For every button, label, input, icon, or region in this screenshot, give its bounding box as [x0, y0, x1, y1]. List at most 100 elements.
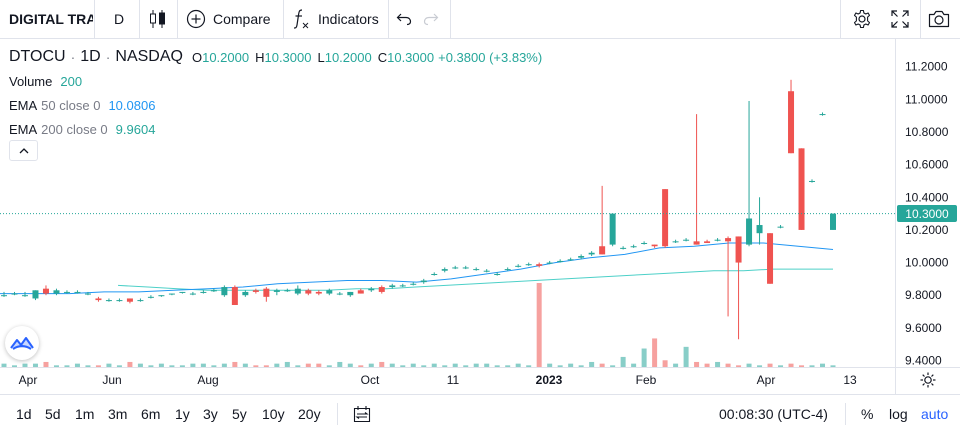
volume-bar	[389, 363, 395, 367]
volume-bar	[74, 363, 80, 367]
volume-bar	[778, 365, 784, 367]
undo-button[interactable]	[396, 0, 412, 38]
candle-body	[179, 291, 186, 293]
fullscreen-button[interactable]	[891, 0, 909, 38]
range-3m-button[interactable]: 3m	[108, 406, 128, 422]
interval-button[interactable]: D	[114, 11, 125, 27]
candle-body	[630, 246, 637, 248]
price-chart[interactable]: 11.2000 11.0000 10.8000 10.6000 10.4000 10.20…	[0, 39, 960, 394]
range-1d-button[interactable]: 1d	[16, 406, 32, 422]
compare-label: Compare	[213, 11, 271, 27]
volume-bar	[547, 363, 553, 367]
volume-bar	[505, 365, 511, 367]
range-20y-button[interactable]: 20y	[298, 406, 321, 422]
range-1m-button[interactable]: 1m	[75, 406, 95, 422]
volume-bar	[652, 338, 658, 367]
candle-body	[557, 260, 564, 262]
volume-bar	[746, 363, 752, 367]
settings-button[interactable]	[852, 0, 872, 38]
volume-value: 200	[60, 73, 83, 89]
candle-body	[315, 291, 322, 294]
volume-bar	[526, 365, 532, 367]
range-5y-button[interactable]: 5y	[232, 406, 247, 422]
volume-bar	[232, 361, 238, 367]
tradingview-logo[interactable]	[5, 326, 39, 360]
volume-legend[interactable]: Volume 200	[9, 69, 542, 93]
candle-body	[116, 300, 123, 302]
range-3y-button[interactable]: 3y	[203, 406, 218, 422]
range-1y-button[interactable]: 1y	[175, 406, 190, 422]
volume-bar	[683, 346, 689, 367]
volume-bar	[190, 363, 196, 367]
volume-bar	[442, 365, 448, 367]
volume-bar	[568, 363, 574, 367]
candle-body	[200, 291, 207, 293]
candle-body	[53, 290, 60, 294]
volume-bar	[53, 365, 59, 367]
indicators-button[interactable]: Indicators	[293, 0, 379, 38]
time-axis-tick-label: Feb	[636, 373, 657, 387]
ema50-line	[0, 242, 834, 295]
log-scale-toggle[interactable]: log	[889, 406, 908, 422]
volume-bar	[85, 365, 91, 367]
volume-bar	[200, 363, 206, 367]
volume-bar	[253, 365, 259, 367]
volume-bar	[32, 363, 38, 367]
candle-body	[63, 291, 70, 293]
volume-bar	[368, 363, 374, 367]
volume-bar	[610, 365, 616, 367]
time-axis-settings-button[interactable]	[920, 372, 936, 393]
candle-body	[798, 148, 805, 230]
range-6m-button[interactable]: 6m	[141, 406, 161, 422]
candle-body	[504, 269, 511, 271]
candle-body	[756, 225, 763, 234]
snapshot-button[interactable]	[928, 0, 950, 38]
price-axis-border	[895, 39, 896, 394]
candle-body	[809, 180, 816, 182]
volume-bar	[64, 365, 70, 367]
legend-collapse-button[interactable]	[9, 140, 38, 161]
volume-bar	[179, 365, 185, 367]
volume-bar	[515, 363, 521, 367]
toolbar-divider	[139, 0, 140, 38]
timezone-clock[interactable]: 00:08:30 (UTC-4)	[719, 406, 828, 422]
volume-bar	[557, 365, 563, 367]
compare-button[interactable]: Compare	[186, 0, 271, 38]
volume-bar	[463, 365, 469, 367]
candle-body	[126, 298, 133, 302]
candle-body	[210, 290, 217, 292]
volume-bar	[799, 365, 805, 367]
percent-scale-toggle[interactable]: %	[861, 406, 874, 422]
candle-body	[389, 285, 396, 288]
candle-body	[11, 293, 18, 295]
candle-body	[74, 291, 81, 293]
go-to-date-button[interactable]	[353, 405, 371, 428]
time-axis-tick-label: Apr	[19, 373, 38, 387]
ema200-legend[interactable]: EMA 200 close 0 9.9604	[9, 117, 542, 141]
candle-body	[399, 285, 406, 287]
candle-body	[1, 295, 7, 297]
price-axis-tick-label: 9.8000	[905, 288, 942, 302]
time-axis-tick-label: Jun	[102, 373, 121, 387]
volume-bar	[589, 361, 595, 367]
volume-bar	[221, 363, 227, 367]
range-10y-button[interactable]: 10y	[262, 406, 285, 422]
auto-scale-toggle[interactable]: auto	[921, 406, 949, 422]
range-5d-button[interactable]: 5d	[45, 406, 61, 422]
candle-body	[105, 300, 112, 302]
candle-body	[546, 262, 553, 264]
ema50-legend[interactable]: EMA 50 close 0 10.0806	[9, 93, 542, 117]
redo-button[interactable]	[423, 0, 439, 38]
symbol-search-button[interactable]: DIGITAL TRA	[9, 11, 93, 27]
fullscreen-icon	[891, 10, 909, 28]
candle-body	[830, 213, 836, 230]
volume-bar	[337, 361, 343, 367]
chart-type-button[interactable]	[149, 0, 167, 38]
time-axis-tick-label: 2023	[536, 373, 563, 387]
candle-body	[378, 287, 385, 292]
volume-bar	[106, 363, 112, 367]
legend-symbol: DTOCU	[9, 48, 66, 65]
volume-bar	[421, 365, 427, 367]
